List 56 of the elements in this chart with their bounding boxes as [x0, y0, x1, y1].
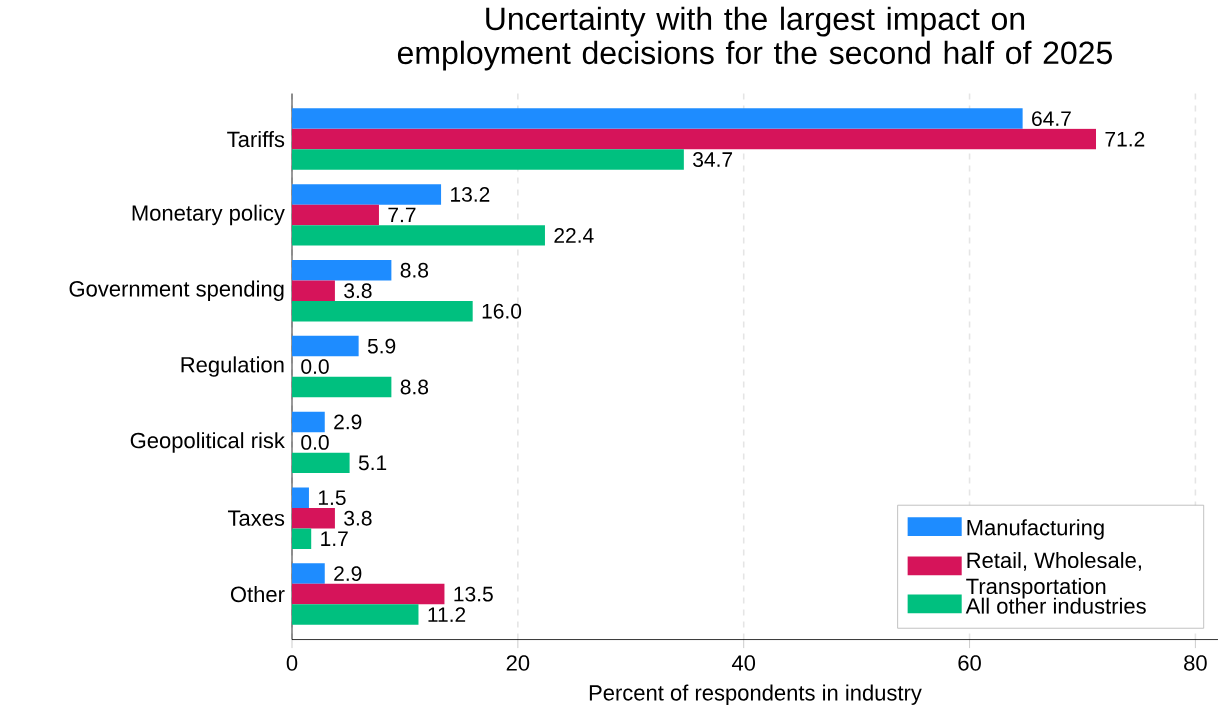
- data-label: 5.9: [367, 338, 396, 354]
- bar: [292, 260, 392, 281]
- y-tick-label: Monetary policy: [132, 204, 285, 226]
- x-tick-label: 80: [1184, 655, 1207, 671]
- data-label: 11.2: [428, 607, 466, 623]
- data-label: 16.0: [482, 304, 522, 319]
- bar: [292, 336, 359, 357]
- data-label: 13.2: [451, 187, 490, 203]
- y-tick-label: Taxes: [227, 510, 285, 527]
- bar: [292, 508, 335, 529]
- data-label: 0.0: [301, 435, 329, 451]
- bar: [292, 129, 1097, 150]
- bar: [292, 149, 684, 170]
- x-axis-title: Percent of respondents in industry: [589, 684, 922, 706]
- data-label: 7.7: [388, 207, 416, 223]
- y-tick-label: Geopolitical risk: [130, 432, 285, 453]
- data-label: 13.5: [454, 586, 493, 602]
- bar: [292, 225, 545, 246]
- data-label: 0.0: [301, 359, 329, 375]
- bar: [292, 563, 325, 585]
- y-tick-label: Other: [230, 586, 285, 603]
- data-label: 1.7: [321, 531, 348, 547]
- legend-label: Manufacturing: [967, 519, 1104, 540]
- bar: [292, 604, 419, 625]
- data-label: 3.8: [344, 511, 372, 526]
- data-label: 22.4: [554, 228, 594, 243]
- bar: [292, 280, 335, 302]
- x-tick-label: 20: [506, 655, 530, 671]
- bar: [292, 528, 312, 550]
- bar: [292, 584, 445, 605]
- data-label: 71.2: [1105, 131, 1145, 147]
- y-tick-label: Regulation: [181, 356, 284, 378]
- data-label: 2.9: [334, 566, 362, 582]
- bar: [292, 377, 392, 398]
- x-tick-label: 60: [958, 655, 981, 671]
- y-tick-label: Government spending: [69, 280, 284, 302]
- data-label: 5.1: [358, 455, 387, 471]
- bar: [292, 487, 309, 509]
- data-label: 3.8: [344, 283, 372, 299]
- data-label: 64.7: [1032, 111, 1071, 127]
- data-label: 8.8: [400, 263, 429, 278]
- bar: [292, 108, 1023, 130]
- bar: [292, 411, 325, 433]
- x-tick-label: 40: [731, 655, 756, 671]
- bar: [292, 452, 350, 474]
- chart-title: Uncertainty with the largest impact on employment decisions for the second half of 2025: [397, 6, 1112, 71]
- data-label: 2.9: [334, 414, 362, 430]
- data-label: 8.8: [400, 379, 429, 395]
- data-label: 1.5: [318, 490, 346, 506]
- bar: [292, 204, 379, 226]
- y-tick-label: Tariffs: [227, 131, 285, 148]
- bar: [292, 301, 473, 322]
- x-tick-label: 0: [286, 655, 298, 671]
- data-label: 34.7: [693, 152, 733, 168]
- legend-label: All other industries: [965, 597, 1146, 615]
- bar: [292, 184, 442, 205]
